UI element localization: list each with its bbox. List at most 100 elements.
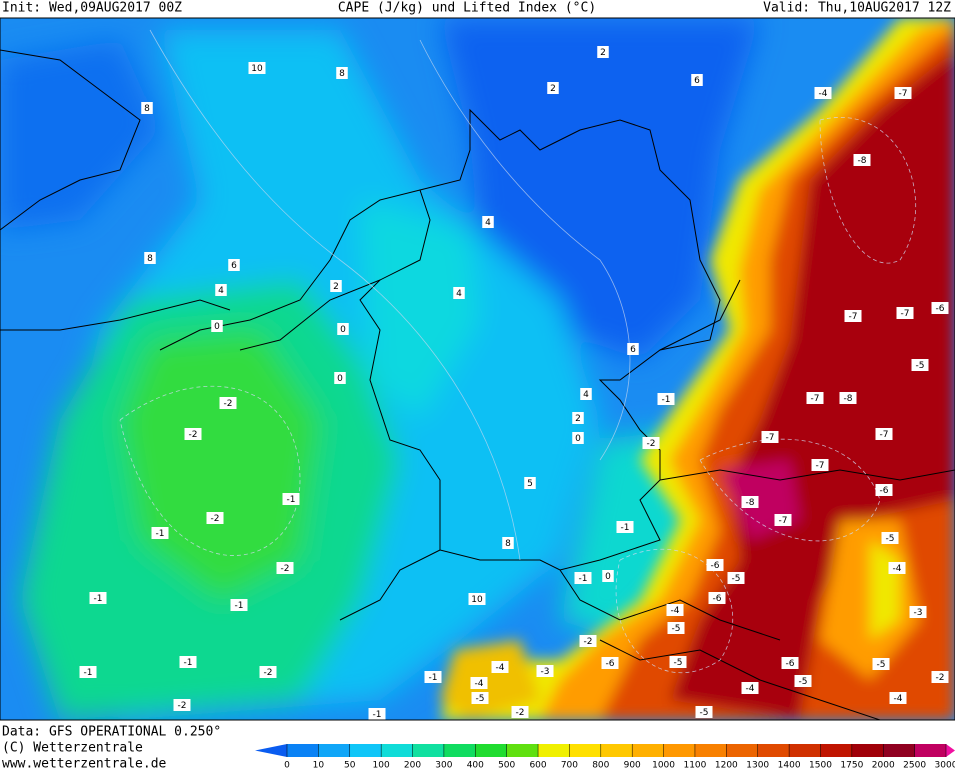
contour-label-box [468, 593, 486, 605]
colorbar-label: 3000 [935, 761, 955, 770]
contour-label: 5 [527, 479, 533, 489]
contour-label: 6 [630, 345, 636, 355]
contour-label: -5 [877, 660, 886, 670]
contour-label: -1 [235, 601, 244, 611]
colorbar-segment [475, 744, 508, 757]
colorbar-label: 400 [467, 761, 484, 770]
contour-label-box [708, 592, 726, 604]
contour-label-box [141, 102, 153, 114]
colorbar-label: 1400 [778, 761, 801, 770]
contour-label: -1 [662, 395, 671, 405]
contour-label-box [602, 570, 614, 582]
contour-label: -2 [584, 637, 593, 647]
contour-label: -1 [429, 673, 438, 683]
contour-label-box [580, 388, 592, 400]
contour-label-box [230, 599, 248, 611]
contour-label: 8 [144, 104, 150, 114]
contour-label: -8 [844, 394, 853, 404]
contour-label-box [931, 302, 949, 314]
contour-label-box [741, 682, 759, 694]
colorbar-label: 900 [624, 761, 641, 770]
colorbar-arrow-high [946, 744, 955, 757]
contour-label-box [844, 310, 862, 322]
contour-label-box [228, 259, 240, 271]
contour-label-box [282, 493, 300, 505]
contour-label-box [931, 671, 949, 683]
init-label: Init: Wed,09AUG2017 00Z [2, 1, 182, 16]
contour-label-box [547, 82, 559, 94]
contour-label: -5 [799, 677, 808, 687]
contour-label-box [875, 428, 893, 440]
contour-label-box [173, 699, 191, 711]
valid-label: Valid: Thu,10AUG2017 12Z [763, 1, 951, 16]
contour-label-box [695, 706, 713, 718]
colorbar-label: 0 [284, 761, 290, 770]
contour-label: 4 [218, 286, 224, 296]
contour-label: 2 [333, 282, 339, 292]
contour-label: -2 [264, 668, 273, 678]
contour-label-box [470, 677, 488, 689]
colorbar-label: 1100 [683, 761, 706, 770]
colorbar-label: 1200 [715, 761, 738, 770]
contour-label-box [336, 67, 348, 79]
contour-label-box [536, 665, 554, 677]
contour-label: -5 [886, 534, 895, 544]
contour-label-box [601, 657, 619, 669]
contour-label: 0 [605, 572, 611, 582]
contour-label: 4 [583, 390, 589, 400]
contour-label: -7 [766, 433, 775, 443]
borders [0, 49, 955, 720]
contour-label: -1 [621, 523, 630, 533]
contour-label: -2 [189, 430, 198, 440]
contour-label-box [741, 496, 759, 508]
contour-label-box [889, 692, 907, 704]
colorbar-segment [381, 744, 414, 757]
colorbar-label: 1300 [746, 761, 769, 770]
colorbar-segment [569, 744, 602, 757]
colorbar-segment [914, 744, 947, 757]
contour-label: 6 [694, 76, 700, 86]
contour-label: -7 [899, 89, 908, 99]
contour-label: -7 [849, 312, 858, 322]
contour-label: -5 [700, 708, 709, 718]
contour-label-box [79, 666, 97, 678]
contour-label: -4 [475, 679, 484, 689]
contour-label-box [667, 622, 685, 634]
contour-label-box [211, 320, 223, 332]
contour-label: 2 [550, 84, 556, 94]
contour-label-box [909, 606, 927, 618]
contour-label-box [888, 562, 906, 574]
colorbar-label: 2500 [903, 761, 926, 770]
contour-label-box [814, 87, 832, 99]
colorbar-segment [726, 744, 759, 757]
contour-label: -6 [786, 659, 795, 669]
colorbar-label: 500 [498, 761, 515, 770]
contour-label: -5 [476, 694, 485, 704]
contour-label-box [524, 477, 536, 489]
map-frame [0, 17, 955, 721]
contour-label-box [872, 658, 890, 670]
contour-label-box [572, 412, 584, 424]
contour-label: -1 [156, 529, 165, 539]
contour-label: -7 [816, 461, 825, 471]
contour-label-box [206, 512, 224, 524]
contour-label: 0 [337, 374, 343, 384]
contour-label: -1 [84, 668, 93, 678]
contour-label: 10 [471, 595, 483, 605]
contour-label: -5 [916, 361, 925, 371]
colorbar-segment [883, 744, 916, 757]
contour-label: 6 [231, 261, 237, 271]
contour-label: -4 [671, 606, 680, 616]
contour-label: -1 [184, 658, 193, 668]
contour-label-box [597, 46, 609, 58]
contour-label: 0 [575, 434, 581, 444]
contour-label-box [642, 437, 660, 449]
map: 10 8 8 2 2 6 -4 -7 -8 8 6 4 2 4 4 0 0 0 6 4 2 0 -1 -2 -2 -2 -1 -2 -1… [0, 18, 955, 720]
contour-label-box [894, 87, 912, 99]
contour-label: -6 [606, 659, 615, 669]
colorbar-segment [443, 744, 476, 757]
colorbar-segment [600, 744, 633, 757]
colorbar-segment [789, 744, 821, 757]
colorbar-segment [851, 744, 884, 757]
